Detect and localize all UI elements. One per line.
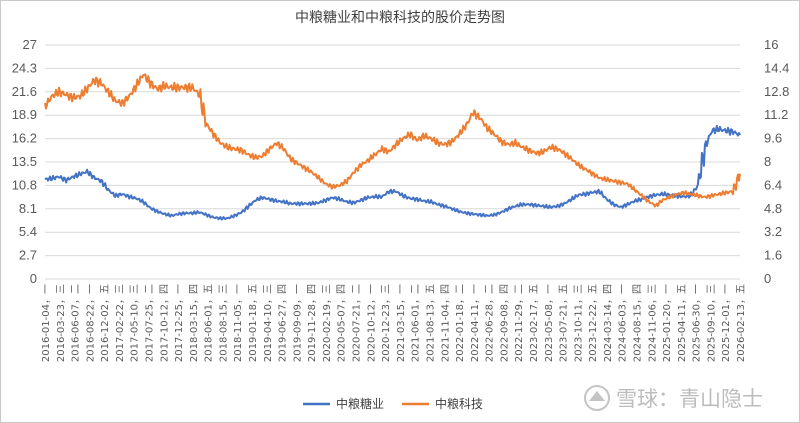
left-y-axis: 0 2.7 5.4 8.1 10.8 13.5 16.2 18.9 21.6 24.3 27 — [12, 37, 37, 286]
right-y-tick-label: 0 — [764, 271, 771, 286]
left-y-tick-label: 2.7 — [19, 248, 37, 263]
x-tick-label: 2017-05-10，三 — [130, 284, 141, 362]
x-tick-label: 2018-03-15，四 — [189, 284, 200, 362]
x-tick-label: 2023-02-17，五 — [529, 284, 540, 362]
x-tick-label: 2021-06-01，二 — [411, 284, 422, 362]
x-tick-label: 2020-07-21，二 — [352, 284, 363, 362]
right-y-tick-label: 12.8 — [764, 84, 789, 99]
right-y-tick-label: 6.4 — [764, 177, 782, 192]
x-tick-label: 2024-11-06，三 — [647, 284, 658, 362]
x-tick-label: 2024-03-14，四 — [603, 284, 614, 362]
x-tick-label: 2025-09-10，三 — [706, 284, 717, 362]
x-tick-label: 2019-06-27，四 — [278, 284, 289, 362]
x-tick-label: 2020-10-12，一 — [366, 284, 377, 362]
legend: 中粮糖业 中粮科技 — [303, 396, 483, 411]
series-line-1 — [44, 124, 741, 221]
x-tick-label: 2018-11-05，一 — [233, 284, 244, 362]
right-y-tick-label: 3.2 — [764, 224, 782, 239]
x-tick-label: 2023-12-22，五 — [588, 284, 599, 362]
left-y-tick-label: 0 — [30, 271, 37, 286]
left-y-tick-label: 18.9 — [12, 107, 37, 122]
x-tick-label: 2022-01-18，二 — [455, 284, 466, 362]
x-tick-label: 2024-06-03，一 — [618, 284, 629, 362]
legend-label-series-1: 中粮糖业 — [336, 396, 384, 411]
right-y-axis: 0 1.6 3.2 4.8 6.4 8 9.6 11.2 12.8 14.4 16 — [764, 37, 789, 286]
x-tick-label: 2026-02-13，五 — [736, 284, 747, 362]
left-y-tick-label: 21.6 — [12, 84, 37, 99]
x-tick-label: 2019-04-10，三 — [263, 284, 274, 362]
right-y-tick-label: 4.8 — [764, 201, 782, 216]
x-tick-label: 2019-11-28，四 — [307, 284, 318, 362]
x-tick-label: 2022-04-11，一 — [470, 284, 481, 362]
x-tick-label: 2025-06-30，一 — [692, 284, 703, 362]
x-tick-label: 2020-12-23，三 — [381, 284, 392, 362]
x-tick-label: 2018-08-15，三 — [218, 284, 229, 362]
x-tick-label: 2021-08-13，五 — [425, 284, 436, 362]
x-tick-label: 2019-01-18，五 — [248, 284, 259, 362]
left-y-tick-label: 16.2 — [12, 131, 37, 146]
x-tick-label: 2021-03-15，一 — [396, 284, 407, 362]
series-line-2 — [44, 73, 741, 208]
right-y-tick-label: 11.2 — [764, 107, 788, 122]
left-y-tick-label: 13.5 — [12, 154, 37, 169]
x-tick-label: 2017-02-22，三 — [115, 284, 126, 362]
watermark-text: 雪球：青山隐士 — [616, 387, 763, 411]
x-tick-label: 2016-01-04，一 — [41, 284, 52, 362]
x-tick-label: 2022-11-29，二 — [514, 284, 525, 362]
watermark: 雪球：青山隐士 — [584, 385, 763, 411]
x-tick-label: 2016-06-07，二 — [71, 284, 82, 362]
x-tick-label: 2022-06-28，二 — [485, 284, 496, 362]
x-tick-label: 2019-09-09，一 — [292, 284, 303, 362]
x-tick-label: 2016-08-22，一 — [85, 284, 96, 362]
x-tick-label: 2016-12-02，五 — [100, 284, 111, 362]
right-y-tick-label: 1.6 — [764, 248, 782, 263]
left-y-tick-label: 5.4 — [19, 224, 37, 239]
x-tick-label: 2024-08-15，四 — [632, 284, 643, 362]
right-y-tick-label: 8 — [764, 154, 771, 169]
x-tick-label: 2017-07-25，二 — [145, 284, 156, 362]
x-tick-label: 2020-05-07，四 — [337, 284, 348, 362]
xueqiu-logo-icon — [584, 385, 610, 411]
x-tick-label: 2025-12-01，一 — [721, 284, 732, 362]
right-y-tick-label: 14.4 — [764, 60, 789, 75]
left-y-tick-label: 8.1 — [19, 201, 37, 216]
chart-title: 中粮糖业和中粮科技的股价走势图 — [295, 10, 505, 26]
left-y-tick-label: 10.8 — [12, 177, 37, 192]
x-tick-label: 2023-07-21，五 — [559, 284, 570, 362]
x-tick-label: 2016-03-23，三 — [56, 284, 67, 362]
x-tick-label: 2022-09-08，四 — [499, 284, 510, 362]
x-tick-label: 2025-01-20，一 — [662, 284, 673, 362]
x-tick-label: 2025-04-11，五 — [677, 284, 688, 362]
x-tick-label: 2018-06-01，五 — [204, 284, 215, 362]
x-tick-label: 2020-02-19，三 — [322, 284, 333, 362]
left-y-tick-label: 24.3 — [12, 60, 37, 75]
x-tick-label: 2023-05-08，一 — [544, 284, 555, 362]
left-y-tick-label: 27 — [23, 37, 37, 52]
right-y-tick-label: 16 — [764, 37, 778, 52]
x-tick-label: 2017-12-25，一 — [174, 284, 185, 362]
series-lines — [44, 73, 741, 221]
x-tick-label: 2021-11-04，四 — [440, 284, 451, 362]
x-tick-label: 2023-10-11，三 — [573, 284, 584, 362]
x-axis: 2016-01-04，一 2016-03-23，三 2016-06-07，二 2016… — [41, 284, 747, 362]
x-tick-label: 2017-10-12，四 — [159, 284, 170, 362]
right-y-tick-label: 9.6 — [764, 131, 782, 146]
legend-label-series-2: 中粮科技 — [435, 396, 483, 411]
